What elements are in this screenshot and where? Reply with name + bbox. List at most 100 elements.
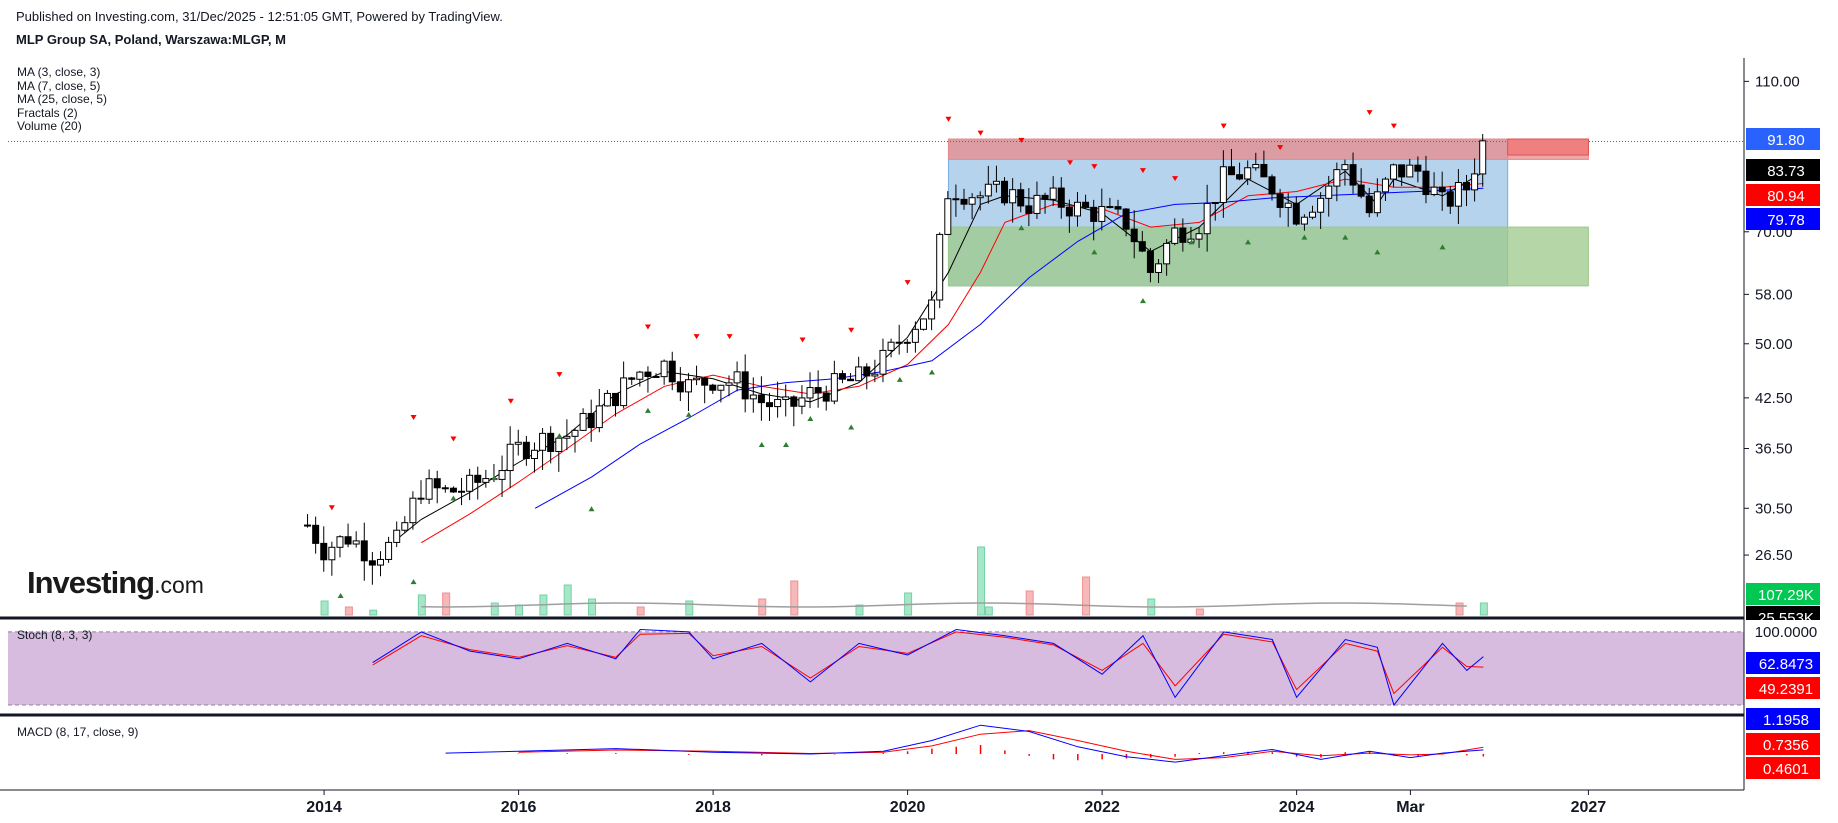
fractal-up-marker (1018, 137, 1025, 143)
macd-tag: 1.1958 (1763, 712, 1809, 729)
candle-body (822, 392, 830, 402)
volume-bar (1195, 608, 1204, 616)
fractal-down-marker (807, 416, 814, 422)
candle-body (644, 371, 652, 377)
candle-body (1390, 164, 1398, 180)
time-tick-label: 2020 (890, 799, 926, 816)
fractal-layer (328, 110, 1446, 599)
candle-body (838, 373, 846, 380)
indicator-volume[interactable]: Volume (20) (17, 119, 82, 134)
macd-line (445, 724, 1484, 763)
indicator-ma-mid[interactable]: MA (7, close, 5) (17, 78, 101, 93)
candle-body (1195, 233, 1203, 240)
candle-body (1244, 167, 1252, 180)
candle-body (806, 387, 814, 399)
candle-body (976, 195, 984, 199)
candle-body (1082, 201, 1090, 208)
time-tick-label: Mar (1396, 799, 1424, 816)
candle-body (1398, 164, 1406, 178)
fractal-up-marker (945, 116, 952, 122)
candle-body (385, 541, 393, 560)
volume-bar (515, 604, 524, 616)
candle-body (693, 377, 701, 381)
candle-body (1203, 202, 1211, 235)
candle-body (733, 371, 741, 384)
indicator-legend: MA (3, close, 3) MA (7, close, 5) MA (25… (17, 65, 108, 134)
candle-body (547, 432, 555, 452)
candle-body (1333, 169, 1341, 187)
candle-body (1365, 195, 1373, 214)
candle-body (871, 373, 879, 377)
zone-support[interactable] (947, 226, 1589, 287)
candle-body (1462, 182, 1470, 191)
candle-body (1025, 205, 1033, 214)
candle-body (936, 233, 944, 301)
candle-body (417, 497, 425, 500)
fractal-up-marker (1067, 160, 1074, 166)
candle-body (855, 366, 863, 382)
candle-body (595, 405, 603, 429)
candle-body (620, 377, 628, 407)
volume-bar (588, 598, 597, 616)
stoch-k-line (372, 628, 1484, 707)
candle-body (539, 432, 547, 451)
price-tag-bg (1746, 184, 1820, 206)
candle-body (1252, 163, 1260, 169)
candle-body (1236, 174, 1244, 180)
price-tag: 79.78 (1767, 212, 1805, 229)
volume-layer (320, 546, 1488, 616)
published-caption: Published on Investing.com, 31/Dec/2025 … (16, 9, 503, 24)
candle-body (360, 540, 368, 562)
candle-body (668, 360, 676, 383)
fractal-down-marker (644, 407, 651, 413)
price-tick-label: 50.00 (1755, 336, 1793, 353)
fractal-up-marker (507, 398, 514, 404)
indicator-fractals[interactable]: Fractals (2) (17, 105, 78, 120)
fractal-down-marker (450, 495, 457, 501)
fractal-down-marker (896, 376, 903, 382)
price-tick-label: 36.50 (1755, 441, 1793, 458)
candle-body (992, 180, 1000, 185)
macd-tag-bg (1746, 757, 1820, 779)
candle-body (352, 540, 360, 545)
volume-bar (1479, 602, 1488, 616)
candle-body (336, 536, 344, 548)
candle-body (952, 198, 960, 201)
logo-brand: Investing (27, 565, 155, 600)
candle-body (401, 522, 409, 531)
time-tick-label: 2014 (306, 799, 342, 816)
candle-body (1260, 163, 1268, 178)
candle-body (1130, 228, 1138, 243)
candle-body (798, 397, 806, 407)
candle-layer (304, 134, 1487, 585)
candle-body (1471, 173, 1479, 191)
volume-bar (685, 600, 694, 616)
candle-body (1292, 202, 1300, 225)
candle-body (1106, 206, 1114, 209)
zone-layer (8, 138, 1744, 287)
stoch-tag-bg (1746, 652, 1820, 674)
candle-body (1171, 227, 1179, 244)
volume-bar (636, 606, 645, 616)
candle-body (433, 478, 441, 489)
zone-resistance[interactable] (947, 138, 1589, 160)
candle-body (1033, 194, 1041, 214)
logo-domain: .com (154, 572, 204, 598)
indicator-ma-short[interactable]: MA (3, close, 3) (17, 65, 101, 79)
indicator-ma-long[interactable]: MA (25, close, 5) (17, 92, 108, 107)
candle-body (1357, 184, 1365, 197)
candle-body (1017, 189, 1025, 207)
axes-layer: 110.0070.0058.0050.0042.5036.5030.5026.5… (0, 58, 1800, 816)
candle-body (579, 412, 587, 431)
candle-body (782, 396, 790, 400)
candle-body (903, 341, 911, 344)
candle-body (887, 341, 895, 351)
fractal-up-marker (1277, 145, 1284, 151)
candle-body (895, 341, 903, 344)
fractal-up-marker (904, 280, 911, 286)
symbol-title: MLP Group SA, Poland, Warszawa:MLGP, M (16, 32, 286, 47)
stoch-tag: 62.8473 (1759, 656, 1813, 673)
macd-panel (445, 724, 1485, 763)
volume-bar (442, 592, 451, 616)
